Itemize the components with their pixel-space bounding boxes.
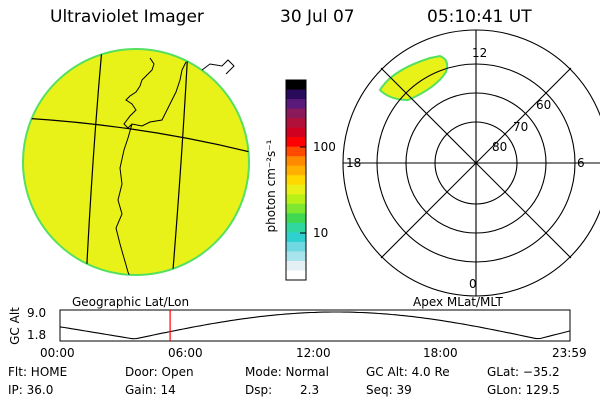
colorbar-tick-10: 10 (313, 226, 329, 240)
timeline-xtick: 12:00 (296, 346, 331, 360)
colorbar-band (286, 127, 306, 138)
timeline-ytick-bottom: 1.8 (27, 328, 47, 342)
colorbar-band (286, 108, 306, 119)
timeline-xtick: 23:59 (552, 346, 587, 360)
status-mode: Mode: Normal (245, 365, 329, 379)
colorbar-band (286, 260, 306, 272)
coastline (115, 57, 187, 275)
timeline-xtick: 18:00 (423, 346, 458, 360)
colorbar-band (286, 232, 306, 243)
longitude-line (171, 49, 189, 275)
colorbar-band (286, 194, 306, 205)
status-glon: GLon: 129.5 (487, 383, 560, 397)
polar-plot (342, 29, 600, 297)
timeline-ytick-top: 9.0 (27, 306, 47, 320)
header-time: 05:10:41 UT (427, 7, 532, 27)
mlt-label-0: 0 (469, 277, 477, 291)
status-flight: Flt: HOME (8, 365, 68, 379)
status-seq: Seq: 39 (366, 383, 412, 397)
status-dsp-value: 2.3 (300, 383, 320, 397)
colorbar-band (286, 99, 306, 110)
colorbar-band (286, 80, 306, 91)
colorbar-band (286, 213, 306, 224)
longitude-line (85, 49, 103, 275)
status-dsp-label: Dsp: (245, 383, 273, 397)
auroral-oval-fill (378, 54, 449, 102)
colorbar-band (286, 203, 306, 214)
status-gc-alt: GC Alt: 4.0 Re (366, 365, 450, 379)
status-door: Door: Open (125, 365, 194, 379)
colorbar-band (286, 146, 306, 157)
timeline-ylabel: GC Alt (8, 307, 22, 345)
mlt-label-6: 6 (577, 156, 585, 170)
colorbar-band (286, 165, 306, 176)
colorbar-tick-100: 100 (313, 140, 336, 154)
status-ip: IP: 36.0 (8, 383, 54, 397)
colorbar-band (286, 137, 306, 148)
colorbar-band (286, 156, 306, 167)
colorbar (285, 79, 307, 281)
geographic-image (22, 48, 250, 276)
header-date: 30 Jul 07 (280, 7, 355, 27)
altitude-timeline (59, 309, 571, 342)
colorbar-band (286, 251, 306, 262)
status-gain: Gain: 14 (125, 383, 176, 397)
colorbar-band (286, 89, 306, 100)
mlat-label-80: 80 (492, 140, 508, 154)
mlt-label-18: 18 (346, 156, 362, 170)
colorbar-band (286, 175, 306, 186)
app-title: Ultraviolet Imager (50, 7, 204, 27)
timeline-xtick: 00:00 (40, 346, 75, 360)
latitude-line (23, 117, 249, 153)
mlt-label-12: 12 (472, 46, 488, 60)
colorbar-band (286, 222, 306, 233)
geographic-label: Geographic Lat/Lon (72, 295, 190, 309)
apex-label: Apex MLat/MLT (413, 295, 503, 309)
colorbar-unit-label: photon cm⁻²s⁻¹ (264, 139, 278, 233)
status-glat: GLat: −35.2 (487, 365, 560, 379)
coastline-fragment (201, 59, 235, 75)
mlat-label-60: 60 (536, 98, 552, 112)
mlat-label-70: 70 (513, 120, 529, 134)
colorbar-band (286, 270, 306, 281)
timeline-xtick: 06:00 (168, 346, 203, 360)
colorbar-band (286, 184, 306, 195)
colorbar-band (286, 118, 306, 129)
colorbar-band (286, 241, 306, 253)
